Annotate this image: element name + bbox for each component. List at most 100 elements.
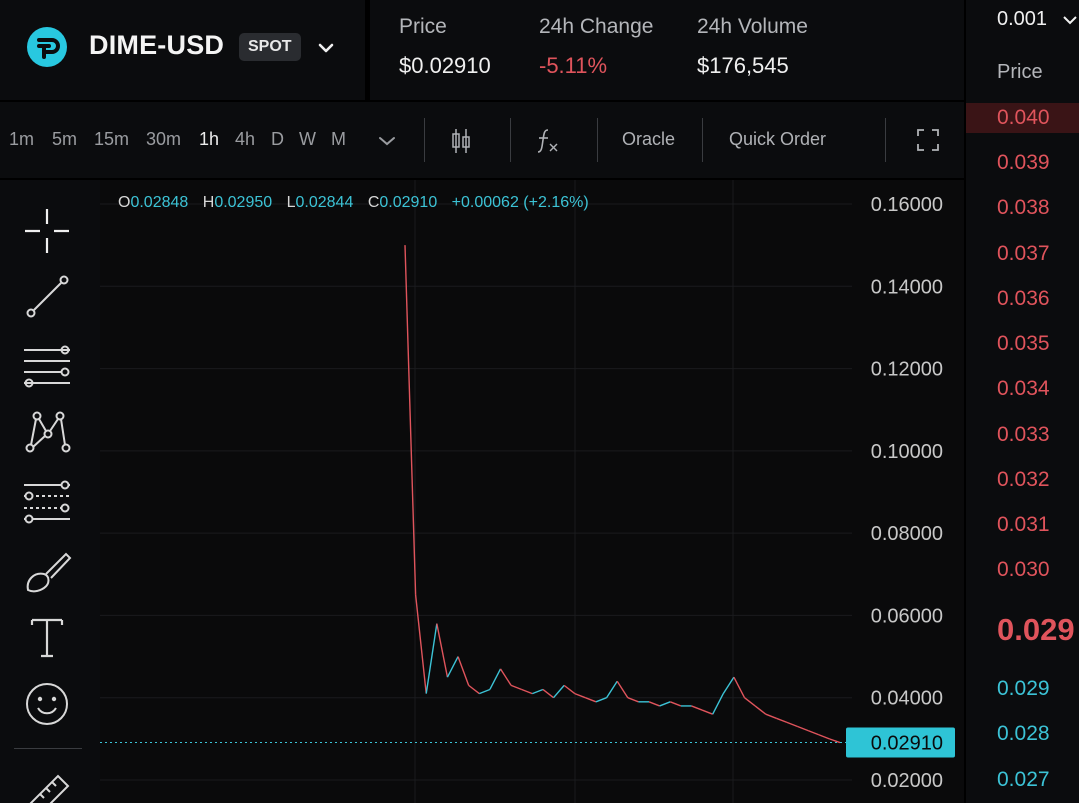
price-segment bbox=[404, 245, 417, 595]
price-segment bbox=[648, 701, 660, 707]
price-segment bbox=[585, 697, 597, 703]
chart-canvas[interactable]: 0.16000 0.14000 0.12000 0.10000 0.08000 0.060… bbox=[100, 180, 964, 803]
ask-row[interactable]: 0.031 bbox=[997, 513, 1050, 536]
fib-retracement-icon[interactable] bbox=[20, 476, 74, 530]
price-segment bbox=[499, 668, 512, 686]
timeframe-1m[interactable]: 1m bbox=[9, 129, 35, 149]
text-icon[interactable] bbox=[20, 610, 74, 664]
quick-order-button[interactable]: Quick Order bbox=[729, 129, 827, 149]
current-price-label: 0.02910 bbox=[871, 733, 943, 755]
price-segment bbox=[722, 676, 735, 694]
price-value: $0.02910 bbox=[399, 53, 491, 78]
price-segment bbox=[733, 676, 746, 699]
price-segment bbox=[744, 697, 756, 707]
price-segment bbox=[574, 692, 586, 699]
price-segment bbox=[521, 688, 533, 695]
bid-row[interactable]: 0.029 bbox=[997, 677, 1050, 700]
ask-row[interactable]: 0.036 bbox=[997, 287, 1050, 310]
order-book-price-header: Price bbox=[997, 61, 1043, 83]
brush-icon[interactable] bbox=[20, 546, 74, 600]
ohlc-high-value: 0.02950 bbox=[214, 194, 273, 211]
price-segment bbox=[691, 705, 703, 711]
ohlc-change-value: +0.00062 (+2.16%) bbox=[451, 194, 589, 211]
ask-row[interactable]: 0.040 bbox=[966, 103, 1079, 133]
ask-row[interactable]: 0.032 bbox=[997, 468, 1050, 491]
ask-row[interactable]: 0.038 bbox=[997, 196, 1050, 219]
chevron-down-icon[interactable] bbox=[377, 131, 397, 151]
price-chart[interactable]: 0.16000 0.14000 0.12000 0.10000 0.08000 0.060… bbox=[100, 180, 964, 803]
pattern-icon[interactable] bbox=[20, 406, 74, 460]
market-stats: Price $0.02910 24h Change -5.11% 24h Vol… bbox=[370, 0, 964, 100]
price-axis-label: 0.06000 bbox=[871, 605, 943, 627]
timeframe-w[interactable]: W bbox=[299, 129, 316, 149]
toolbar-divider bbox=[702, 118, 703, 162]
fullscreen-icon[interactable] bbox=[916, 128, 940, 152]
price-label: Price bbox=[399, 15, 447, 38]
function-icon[interactable] bbox=[534, 126, 562, 156]
timeframe-1h[interactable]: 1h bbox=[199, 129, 220, 149]
price-segment bbox=[479, 688, 491, 695]
ask-row[interactable]: 0.030 bbox=[997, 558, 1050, 581]
horizontal-lines-icon[interactable] bbox=[20, 340, 74, 394]
ohlc-open-value: 0.02848 bbox=[130, 194, 189, 211]
toolbar-divider bbox=[885, 118, 886, 162]
drawing-toolbar bbox=[0, 180, 100, 803]
ohlc-close-label: C bbox=[367, 194, 380, 211]
price-segment bbox=[776, 717, 788, 724]
price-segment bbox=[425, 623, 438, 694]
ask-row[interactable]: 0.039 bbox=[997, 151, 1050, 174]
tick-size-selector[interactable]: 0.001 bbox=[997, 8, 1048, 30]
timeframe-5m[interactable]: 5m bbox=[52, 129, 78, 149]
ask-row[interactable]: 0.037 bbox=[997, 242, 1050, 265]
chevron-down-icon[interactable] bbox=[316, 38, 336, 58]
price-segment bbox=[701, 709, 713, 715]
spot-badge: SPOT bbox=[239, 33, 301, 61]
timeframe-d[interactable]: D bbox=[271, 129, 284, 149]
order-book: 0.001 Price 0.040 0.039 0.038 0.037 0.03… bbox=[966, 0, 1079, 803]
oracle-button[interactable]: Oracle bbox=[622, 129, 676, 149]
timeframe-30m[interactable]: 30m bbox=[146, 129, 182, 149]
ohlc-open-label: O bbox=[118, 194, 131, 211]
tools-divider bbox=[14, 748, 82, 749]
pair-name: DIME-USD bbox=[89, 30, 225, 60]
current-price-tag bbox=[846, 727, 955, 758]
brand-logo bbox=[27, 27, 67, 67]
price-segment bbox=[446, 656, 459, 678]
price-axis-label: 0.02000 bbox=[871, 770, 943, 792]
bid-row[interactable]: 0.028 bbox=[997, 722, 1050, 745]
chevron-down-icon[interactable] bbox=[1062, 12, 1078, 28]
crosshair-icon[interactable] bbox=[20, 204, 74, 258]
price-axis-label: 0.12000 bbox=[871, 359, 943, 381]
timeframe-m[interactable]: M bbox=[331, 129, 346, 149]
trend-line-icon[interactable] bbox=[20, 270, 74, 324]
ohlc-close-value: 0.02910 bbox=[379, 194, 438, 211]
change-label: 24h Change bbox=[539, 15, 654, 38]
price-segment bbox=[489, 668, 502, 690]
price-axis-label: 0.10000 bbox=[871, 441, 943, 463]
price-segment bbox=[786, 721, 798, 728]
price-segment bbox=[627, 697, 639, 703]
price-segment bbox=[797, 725, 809, 732]
price-axis: 0.16000 0.14000 0.12000 0.10000 0.08000 0.060… bbox=[871, 194, 943, 792]
price-axis-label: 0.04000 bbox=[871, 688, 943, 710]
market-selector[interactable]: DIME-USD SPOT bbox=[0, 0, 365, 100]
price-segment bbox=[829, 738, 841, 744]
emoji-icon[interactable] bbox=[20, 677, 74, 731]
price-segment bbox=[605, 680, 618, 699]
ruler-icon[interactable] bbox=[20, 766, 74, 803]
ask-row[interactable]: 0.033 bbox=[997, 423, 1050, 446]
price-segment bbox=[669, 701, 682, 707]
bid-row[interactable]: 0.027 bbox=[997, 768, 1050, 791]
price-segment bbox=[818, 734, 830, 740]
ask-row[interactable]: 0.035 bbox=[997, 332, 1050, 355]
price-segment bbox=[468, 684, 480, 695]
change-value: -5.11% bbox=[539, 53, 608, 78]
price-segment bbox=[712, 693, 724, 715]
timeframe-4h[interactable]: 4h bbox=[235, 129, 256, 149]
ask-row[interactable]: 0.034 bbox=[997, 377, 1050, 400]
logo-mark-icon bbox=[37, 38, 60, 59]
mid-price: 0.029 bbox=[997, 612, 1075, 647]
timeframe-15m[interactable]: 15m bbox=[94, 129, 130, 149]
candlestick-icon[interactable] bbox=[449, 126, 473, 156]
price-axis-label: 0.14000 bbox=[871, 276, 943, 298]
